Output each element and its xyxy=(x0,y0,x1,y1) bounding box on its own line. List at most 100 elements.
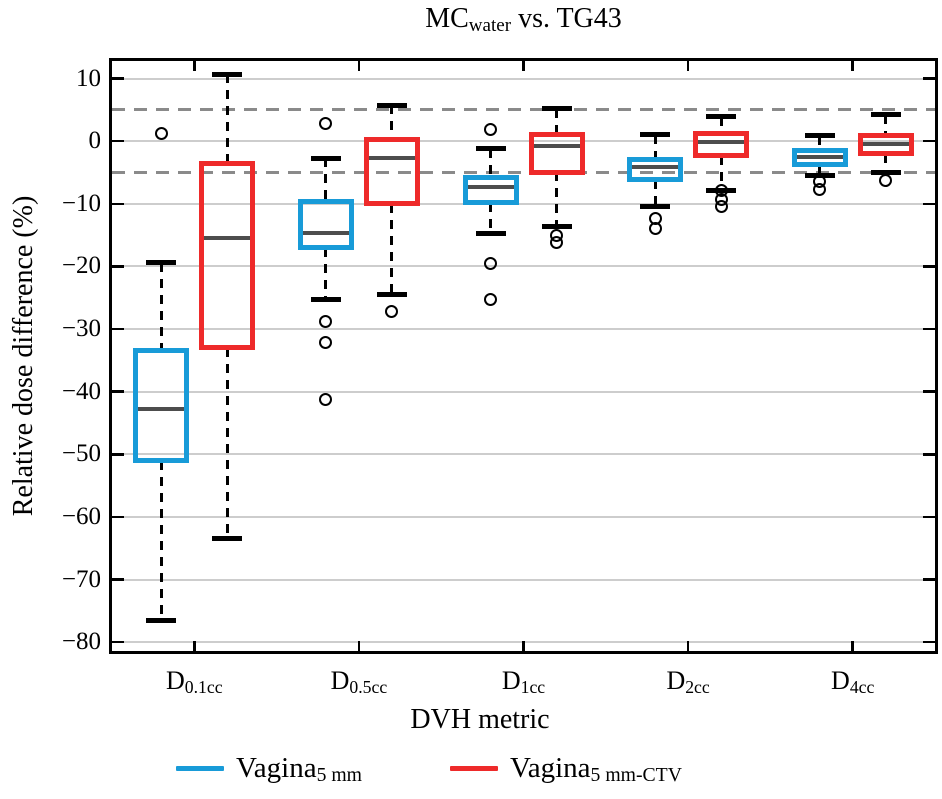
median-line xyxy=(862,141,909,146)
gridline xyxy=(112,328,935,331)
y-tick-left xyxy=(112,453,124,456)
chart-title-subscript: water xyxy=(468,15,512,37)
median-line xyxy=(533,144,580,149)
y-tick-right xyxy=(923,515,935,519)
gridline xyxy=(112,453,935,456)
legend-item-vagina-5mm: Vagina5 mm xyxy=(176,752,362,786)
y-tick-right xyxy=(923,578,935,581)
outlier-marker xyxy=(484,123,497,137)
whisker-cap-lower xyxy=(212,536,243,542)
x-axis-label: DVH metric xyxy=(410,704,550,735)
box xyxy=(133,348,190,464)
box xyxy=(363,136,420,207)
whisker-cap-upper xyxy=(146,260,177,266)
whisker-cap-lower xyxy=(541,224,572,230)
outlier-marker xyxy=(879,174,893,188)
y-tick-left xyxy=(112,77,124,80)
gridline xyxy=(112,578,935,581)
legend-label: Vagina5 mm-CTV xyxy=(510,752,682,787)
whisker-cap-lower xyxy=(475,231,506,237)
box xyxy=(857,133,914,157)
outlier-marker xyxy=(550,235,563,249)
y-tick-label: −30 xyxy=(61,315,101,343)
x-tick-bottom xyxy=(193,641,196,651)
median-line xyxy=(368,156,415,161)
outlier-marker xyxy=(319,336,333,350)
y-tick-label: −10 xyxy=(61,189,101,217)
whisker-cap-upper xyxy=(212,71,243,77)
legend-item-vagina-5mm-ctv: Vagina5 mm-CTV xyxy=(450,752,682,787)
x-tick-label: D2cc xyxy=(666,666,710,697)
y-tick-right xyxy=(923,202,935,206)
whisker-lower xyxy=(818,164,822,176)
whisker-cap-lower xyxy=(310,296,341,302)
whisker-cap-upper xyxy=(475,146,506,152)
x-tick-top xyxy=(193,61,196,71)
gridline xyxy=(112,265,935,268)
whisker-cap-lower xyxy=(870,169,901,175)
outlier-marker xyxy=(714,200,728,214)
whisker-lower xyxy=(489,202,492,234)
y-tick-left xyxy=(112,327,124,331)
x-tick-bottom xyxy=(522,641,525,651)
whisker-cap-upper xyxy=(541,106,572,112)
reference-line xyxy=(112,108,935,112)
x-tick-top xyxy=(522,61,525,71)
x-tick-bottom xyxy=(851,641,854,651)
whisker-upper xyxy=(489,148,492,178)
chart-title: MCwater vs. TG43 xyxy=(112,3,935,37)
x-tick-label: D4cc xyxy=(831,666,875,697)
median-line xyxy=(138,406,185,411)
plot-area xyxy=(109,58,938,654)
box xyxy=(693,131,750,159)
y-tick-left xyxy=(112,640,124,644)
box xyxy=(462,174,519,206)
box xyxy=(627,157,684,183)
outlier-marker xyxy=(813,182,827,196)
y-tick-label: −80 xyxy=(61,628,101,656)
whisker-lower xyxy=(390,203,394,295)
gridline xyxy=(112,202,935,205)
chart-title-rest: vs. TG43 xyxy=(511,3,622,34)
box xyxy=(297,198,354,251)
whisker-cap-lower xyxy=(376,292,407,298)
whisker-cap-upper xyxy=(870,112,901,118)
outlier-marker xyxy=(385,305,399,319)
y-tick-left xyxy=(112,265,124,268)
whisker-cap-upper xyxy=(310,155,341,161)
x-tick-label: D1cc xyxy=(501,666,546,697)
x-tick-label: D0.5cc xyxy=(330,666,388,697)
x-tick-top xyxy=(686,61,690,71)
outlier-marker xyxy=(484,256,497,270)
y-tick-right xyxy=(923,327,935,331)
y-tick-label: −50 xyxy=(61,440,101,468)
y-tick-left xyxy=(112,578,124,581)
whisker-lower xyxy=(719,155,723,190)
median-line xyxy=(796,154,843,159)
y-tick-label: −70 xyxy=(61,565,101,593)
y-tick-right xyxy=(923,640,935,644)
x-tick-top xyxy=(357,61,361,71)
median-line xyxy=(302,230,349,235)
reference-line xyxy=(112,170,935,174)
whisker-lower xyxy=(884,153,888,173)
y-tick-label: −40 xyxy=(61,377,101,405)
gridline xyxy=(112,77,935,80)
box xyxy=(199,161,256,351)
y-tick-left xyxy=(112,139,124,143)
y-tick-left xyxy=(112,390,124,393)
whisker-cap-upper xyxy=(706,114,737,120)
outlier-marker xyxy=(319,116,333,130)
chart-title-base: MC xyxy=(425,3,469,34)
outlier-marker xyxy=(154,126,168,140)
y-tick-right xyxy=(923,390,935,393)
whisker-lower xyxy=(225,347,229,539)
legend-line-blue xyxy=(176,766,225,771)
whisker-cap-upper xyxy=(376,102,407,108)
whisker-upper xyxy=(653,134,657,160)
outlier-marker xyxy=(648,221,662,235)
whisker-lower xyxy=(653,180,657,207)
legend-line-red xyxy=(450,766,499,771)
whisker-lower xyxy=(555,172,558,227)
